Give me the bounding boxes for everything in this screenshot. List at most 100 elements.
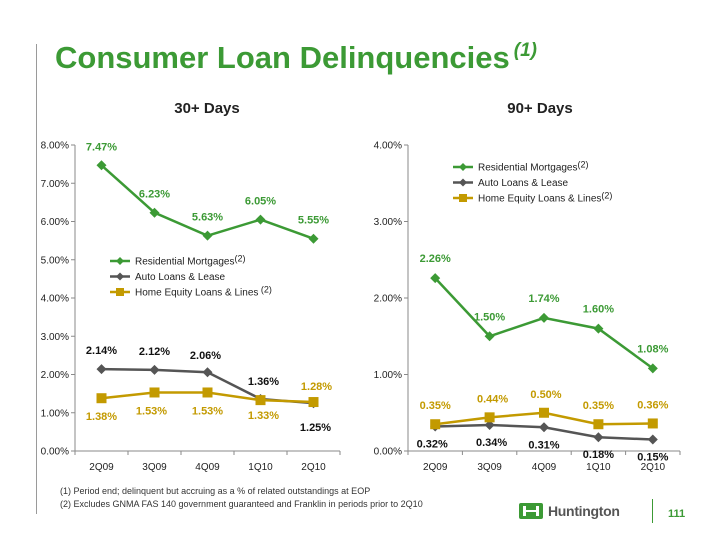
legend-entry: Residential Mortgages(2) <box>478 160 589 174</box>
data-label: 1.28% <box>301 381 332 393</box>
data-label: 7.47% <box>86 141 117 153</box>
legend-swatch-marker <box>116 272 124 281</box>
legend-entry-note: (2) <box>235 254 246 264</box>
huntington-logo: Huntington <box>519 503 620 519</box>
data-label: 1.50% <box>474 311 505 323</box>
logo-divider <box>652 499 653 523</box>
logo-text: Huntington <box>548 503 620 519</box>
data-label: 1.33% <box>248 410 279 422</box>
chart-title-90-days: 90+ Days <box>507 100 572 117</box>
data-label: 5.63% <box>192 212 223 224</box>
legend-entry-note: (2) <box>601 191 612 201</box>
data-point <box>255 395 266 406</box>
data-label: 1.36% <box>248 376 279 388</box>
data-point <box>308 233 319 244</box>
y-tick-label: 2.00% <box>41 370 69 381</box>
legend-entry-name: Auto Loans & Lease <box>478 178 569 189</box>
legend-entry-name: Home Equity Loans & Lines <box>478 194 601 205</box>
data-point <box>149 207 160 218</box>
footnote-1: (1) Period end; delinquent but accruing … <box>60 486 371 496</box>
data-point <box>430 273 441 284</box>
data-label: 2.06% <box>190 350 221 362</box>
data-point <box>202 387 213 398</box>
data-label: 1.38% <box>86 411 117 423</box>
data-label: 0.18% <box>583 449 614 461</box>
y-tick-label: 1.00% <box>41 408 69 419</box>
data-label: 0.31% <box>528 439 559 451</box>
data-point <box>539 407 549 418</box>
data-point <box>593 323 604 334</box>
legend-swatch-marker <box>459 194 467 202</box>
data-point <box>647 434 658 445</box>
legend-entry: Auto Loans & Lease <box>478 178 569 189</box>
legend-entry: Auto Loans & Lease <box>135 272 226 283</box>
y-tick-label: 3.00% <box>374 217 402 228</box>
y-tick-label: 3.00% <box>41 332 69 343</box>
legend-swatch-marker <box>116 257 124 265</box>
footnote-2: (2) Excludes GNMA FAS 140 government gua… <box>60 499 423 509</box>
chart-title-30-days: 30+ Days <box>174 100 239 117</box>
data-point <box>96 393 107 404</box>
x-tick-label: 3Q09 <box>142 462 167 473</box>
data-label: 2.26% <box>420 253 451 265</box>
data-label: 1.25% <box>300 422 331 434</box>
data-label: 0.36% <box>637 399 668 411</box>
y-tick-label: 0.00% <box>41 447 69 458</box>
x-tick-label: 3Q09 <box>477 462 502 473</box>
data-label: 1.53% <box>136 405 167 417</box>
data-label: 6.23% <box>139 189 170 201</box>
x-tick-label: 2Q10 <box>301 462 326 473</box>
legend-entry-note: (2) <box>258 285 272 295</box>
data-label: 2.12% <box>139 346 170 358</box>
data-label: 6.05% <box>245 196 276 208</box>
data-point <box>593 432 604 443</box>
data-point <box>484 419 495 430</box>
data-point <box>484 331 495 342</box>
y-tick-label: 4.00% <box>374 141 402 152</box>
legend-entry-name: Residential Mortgages <box>478 163 578 174</box>
slide-title: Consumer Loan Delinquencies (1) <box>55 40 537 76</box>
data-label: 5.55% <box>298 215 329 227</box>
data-point <box>149 364 160 375</box>
data-point <box>96 364 107 375</box>
data-point <box>202 367 213 378</box>
data-label: 0.44% <box>477 393 508 405</box>
series-line <box>434 277 654 370</box>
data-point <box>539 422 549 433</box>
data-point <box>647 363 658 374</box>
data-point <box>96 160 107 171</box>
y-tick-label: 6.00% <box>41 217 69 228</box>
legend-entry: Residential Mortgages(2) <box>135 254 246 268</box>
data-point <box>430 419 441 430</box>
data-point <box>484 412 495 423</box>
data-label: 1.08% <box>637 343 668 355</box>
data-point <box>647 418 658 429</box>
data-point <box>308 397 319 408</box>
legend-entry-note: (2) <box>578 160 589 170</box>
data-point <box>539 312 549 323</box>
data-point <box>255 214 266 225</box>
y-tick-label: 1.00% <box>374 370 402 381</box>
data-label: 0.34% <box>476 437 507 449</box>
data-label: 1.74% <box>528 293 559 305</box>
y-tick-label: 5.00% <box>41 255 69 266</box>
data-label: 2.14% <box>86 345 117 357</box>
y-tick-label: 2.00% <box>374 294 402 305</box>
legend-entry-name: Auto Loans & Lease <box>135 272 226 283</box>
huntington-logo-icon <box>519 503 543 519</box>
x-tick-label: 4Q09 <box>532 462 557 473</box>
data-label: 0.15% <box>637 452 668 464</box>
legend-entry-name: Home Equity Loans & Lines <box>135 288 258 299</box>
data-label: 0.32% <box>417 439 448 451</box>
legend-swatch-marker <box>116 288 124 296</box>
slide-title-text: Consumer Loan Delinquencies <box>55 40 510 75</box>
legend-entry-name: Residential Mortgages <box>135 257 235 268</box>
y-tick-label: 7.00% <box>41 179 69 190</box>
y-tick-label: 8.00% <box>41 141 69 152</box>
legend-swatch-marker <box>459 163 467 171</box>
data-point <box>149 387 160 398</box>
y-tick-label: 0.00% <box>374 447 402 458</box>
